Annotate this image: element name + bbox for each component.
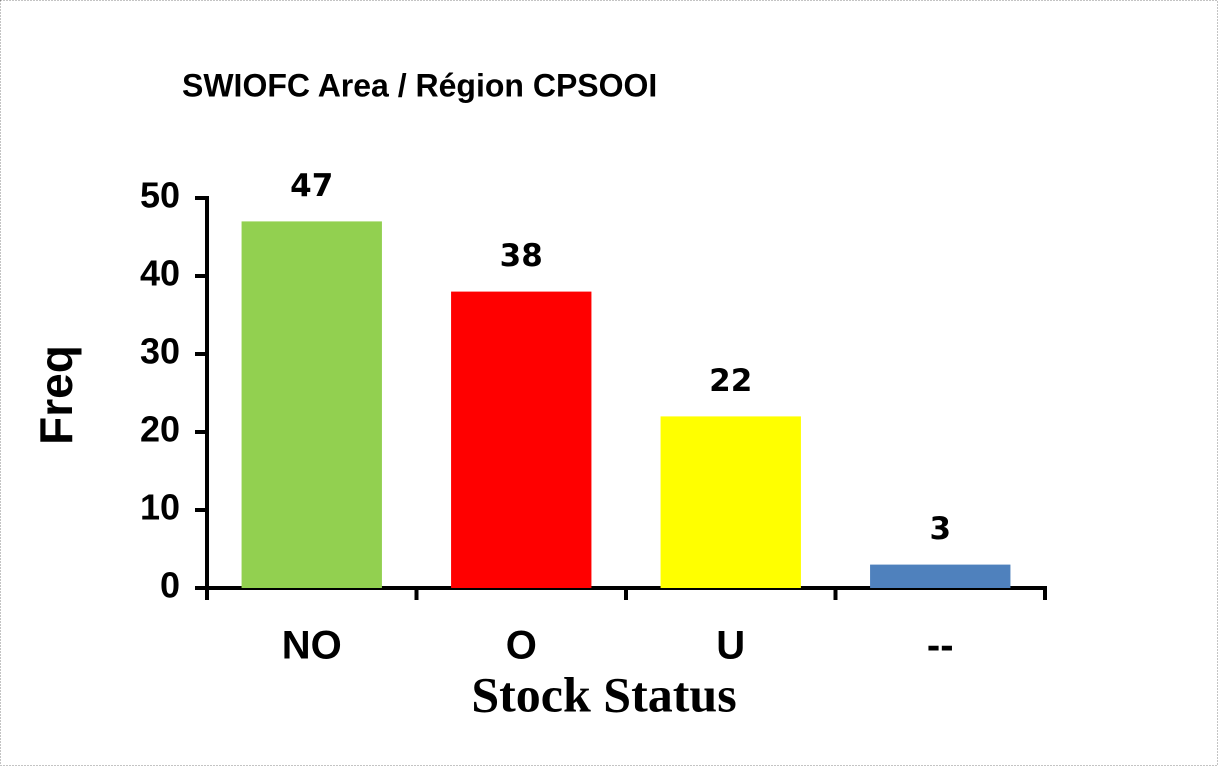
x-tick-label: NO	[282, 624, 342, 668]
bar	[451, 291, 592, 588]
x-tick-label: O	[506, 624, 537, 668]
y-tick-label: 0	[160, 565, 180, 606]
bar	[660, 416, 801, 588]
y-tick-label: 30	[140, 331, 180, 372]
y-tick-label: 40	[140, 253, 180, 294]
data-label: 22	[709, 363, 752, 399]
x-tick-label: U	[716, 624, 745, 668]
y-tick-label: 10	[140, 487, 180, 528]
bar	[241, 221, 382, 588]
x-tick-label: --	[927, 624, 954, 668]
data-label: 47	[290, 168, 333, 204]
chart-title: SWIOFC Area / Région CPSOOI	[182, 67, 657, 103]
bar	[870, 564, 1011, 588]
y-axis-label: Freq	[30, 345, 82, 445]
y-tick-label: 20	[140, 409, 180, 450]
x-axis-label: Stock Status	[471, 666, 736, 722]
data-label: 3	[929, 511, 951, 547]
y-tick-label: 50	[140, 175, 180, 216]
data-label: 38	[500, 238, 543, 274]
